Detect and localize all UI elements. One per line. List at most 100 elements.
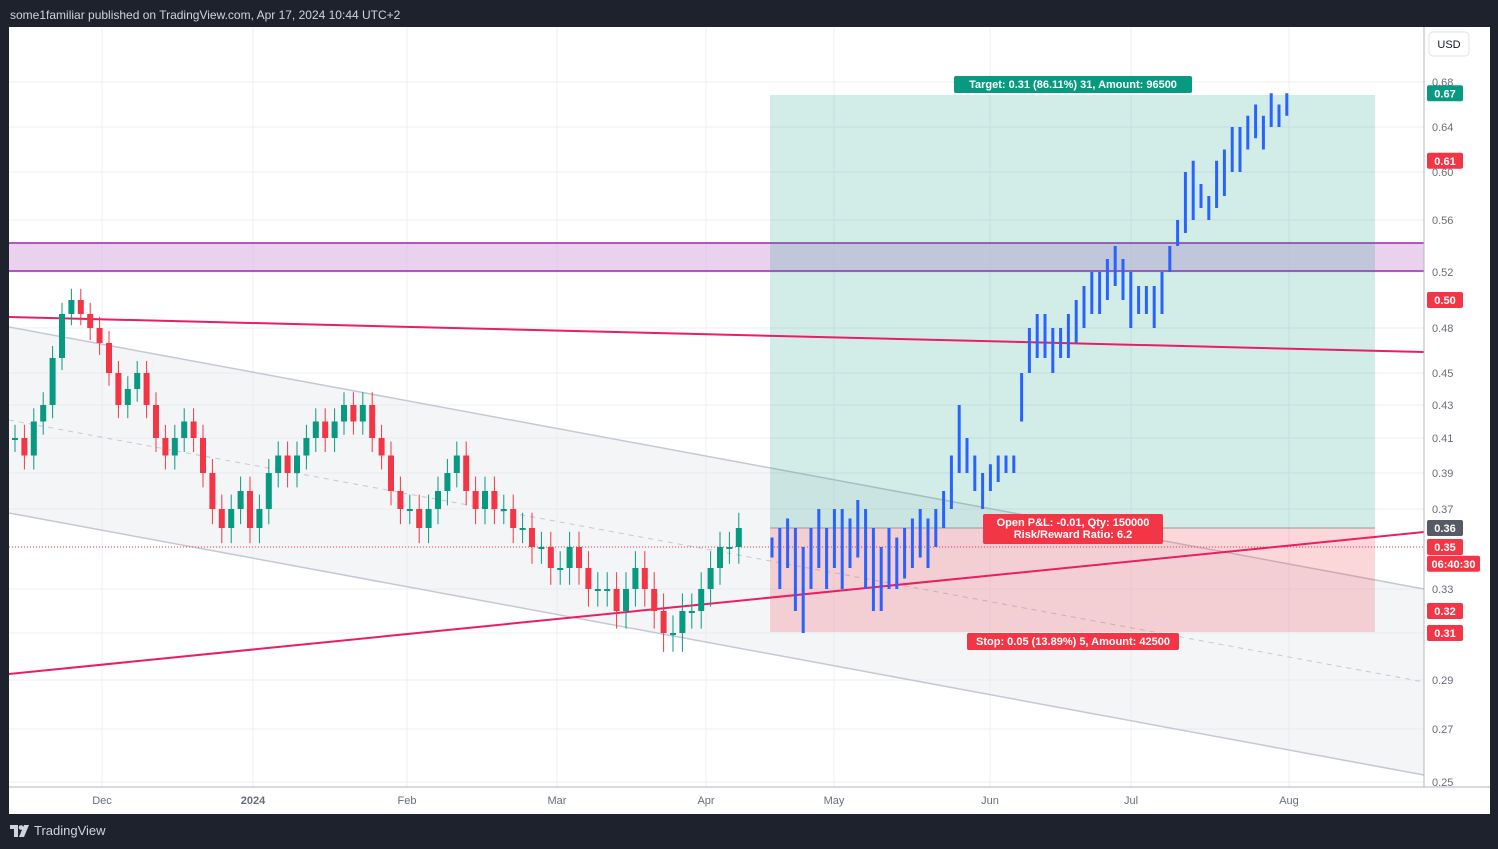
candle-body xyxy=(59,314,65,358)
candle-body xyxy=(341,405,347,422)
projection-bar xyxy=(1183,172,1187,233)
chart-area[interactable]: Target: 0.31 (86.11%) 31, Amount: 96500 S… xyxy=(8,27,1490,814)
projection-bar xyxy=(840,509,844,589)
price-label: 0.31 xyxy=(1427,625,1463,641)
y-tick-label: 0.29 xyxy=(1432,675,1453,687)
candle-body xyxy=(632,568,639,589)
stop-label-text: Stop: 0.05 (13.89%) 5, Amount: 42500 xyxy=(976,636,1170,648)
candle-body xyxy=(312,421,319,438)
projection-bar xyxy=(1137,286,1141,314)
projection-bar xyxy=(1066,314,1070,358)
candle-body xyxy=(388,455,394,491)
candle-body xyxy=(679,611,686,633)
candle-body xyxy=(369,405,376,438)
projection-bar xyxy=(817,509,821,568)
currency-button[interactable]: USD xyxy=(1428,31,1470,57)
y-tick-label: 0.27 xyxy=(1432,724,1453,736)
price-label-text: 0.67 xyxy=(1434,88,1455,100)
candle-body xyxy=(134,373,141,389)
candle-body xyxy=(397,491,404,509)
projection-bar xyxy=(786,518,790,568)
candle-body xyxy=(21,438,28,456)
candle-body xyxy=(303,438,310,456)
candle-body xyxy=(49,358,56,405)
loss-zone xyxy=(770,528,1375,632)
projection-bar xyxy=(1269,93,1273,127)
candle-body xyxy=(529,528,535,547)
x-tick-label: Jul xyxy=(1124,795,1138,807)
x-tick-label: 2024 xyxy=(241,795,266,807)
brand-name: TradingView xyxy=(34,823,106,838)
y-tick-label: 0.39 xyxy=(1432,468,1453,480)
projection-bar xyxy=(1051,328,1055,373)
candle-body xyxy=(256,509,263,528)
candle-body xyxy=(275,455,282,473)
x-tick-label: Mar xyxy=(548,795,567,807)
price-label: 0.32 xyxy=(1427,603,1463,619)
projection-bar xyxy=(1285,93,1289,116)
projection-bar xyxy=(770,537,774,558)
projection-bar xyxy=(1027,328,1031,373)
projection-bar xyxy=(973,455,977,491)
projection-bar xyxy=(1129,272,1133,328)
projection-bar xyxy=(942,491,946,528)
candle-body xyxy=(717,547,723,568)
projection-bar xyxy=(879,547,883,611)
price-axis: USD0.680.640.600.560.520.480.450.430.410… xyxy=(9,27,1490,789)
y-tick-label: 0.52 xyxy=(1432,267,1453,279)
projection-bar xyxy=(1191,160,1195,220)
price-label-text: 0.61 xyxy=(1434,156,1455,168)
candle-body xyxy=(30,421,37,456)
currency-bg xyxy=(1428,31,1470,57)
resistance-trendline xyxy=(8,316,1425,353)
projection-bar xyxy=(996,455,1000,482)
projection-bar xyxy=(1074,300,1078,343)
candle-body xyxy=(106,343,112,373)
price-chart[interactable]: Target: 0.31 (86.11%) 31, Amount: 96500 S… xyxy=(8,27,1490,814)
projection-bar xyxy=(871,528,875,611)
y-tick-label: 0.37 xyxy=(1432,504,1453,516)
price-label-bg xyxy=(1427,603,1463,619)
price-label: 0.36 xyxy=(1427,520,1463,536)
price-label: 0.50 xyxy=(1427,292,1463,308)
candle-body xyxy=(482,491,488,509)
candle-body xyxy=(604,589,611,591)
candle-body xyxy=(453,455,460,473)
projection-bar xyxy=(793,528,797,611)
candle-body xyxy=(594,589,601,591)
y-tick-label: 0.45 xyxy=(1432,368,1453,380)
target-label-text: Target: 0.31 (86.11%) 31, Amount: 96500 xyxy=(969,79,1177,91)
profit-zone xyxy=(770,95,1375,528)
projection-bar xyxy=(903,528,907,579)
projection-bar xyxy=(1082,286,1086,328)
candle-body xyxy=(613,589,620,611)
candle-body xyxy=(726,547,733,549)
projection-bar xyxy=(801,547,805,633)
candle-body xyxy=(331,421,338,438)
projection-bar xyxy=(988,464,992,491)
candle-body xyxy=(500,509,507,511)
long-position-tool xyxy=(9,95,1424,632)
candle-body xyxy=(115,373,122,405)
price-label: 0.35 xyxy=(1427,539,1463,555)
candle-body xyxy=(153,405,159,438)
projection-bar xyxy=(895,537,899,589)
projection-bar xyxy=(1222,149,1226,196)
candle-body xyxy=(707,568,714,589)
pnl-label: Open P&L: -0.01, Qty: 150000Risk/Reward … xyxy=(983,514,1163,544)
candle-body xyxy=(218,509,225,528)
projection-bar xyxy=(1215,160,1219,208)
price-label-bg xyxy=(1427,292,1463,308)
projection-bar xyxy=(981,473,985,509)
x-tick-label: Apr xyxy=(697,795,714,807)
publisher-info: some1familiar published on TradingView.c… xyxy=(10,8,401,22)
candle-body xyxy=(576,547,582,568)
candle-body xyxy=(660,611,667,633)
candle-body xyxy=(406,509,413,511)
price-label-text: 0.36 xyxy=(1434,523,1455,535)
candle-body xyxy=(171,438,178,456)
candle-body xyxy=(322,421,329,438)
candle-body xyxy=(641,568,648,589)
projection-bar xyxy=(1004,455,1008,473)
price-label-text: 06:40:30 xyxy=(1431,559,1475,571)
